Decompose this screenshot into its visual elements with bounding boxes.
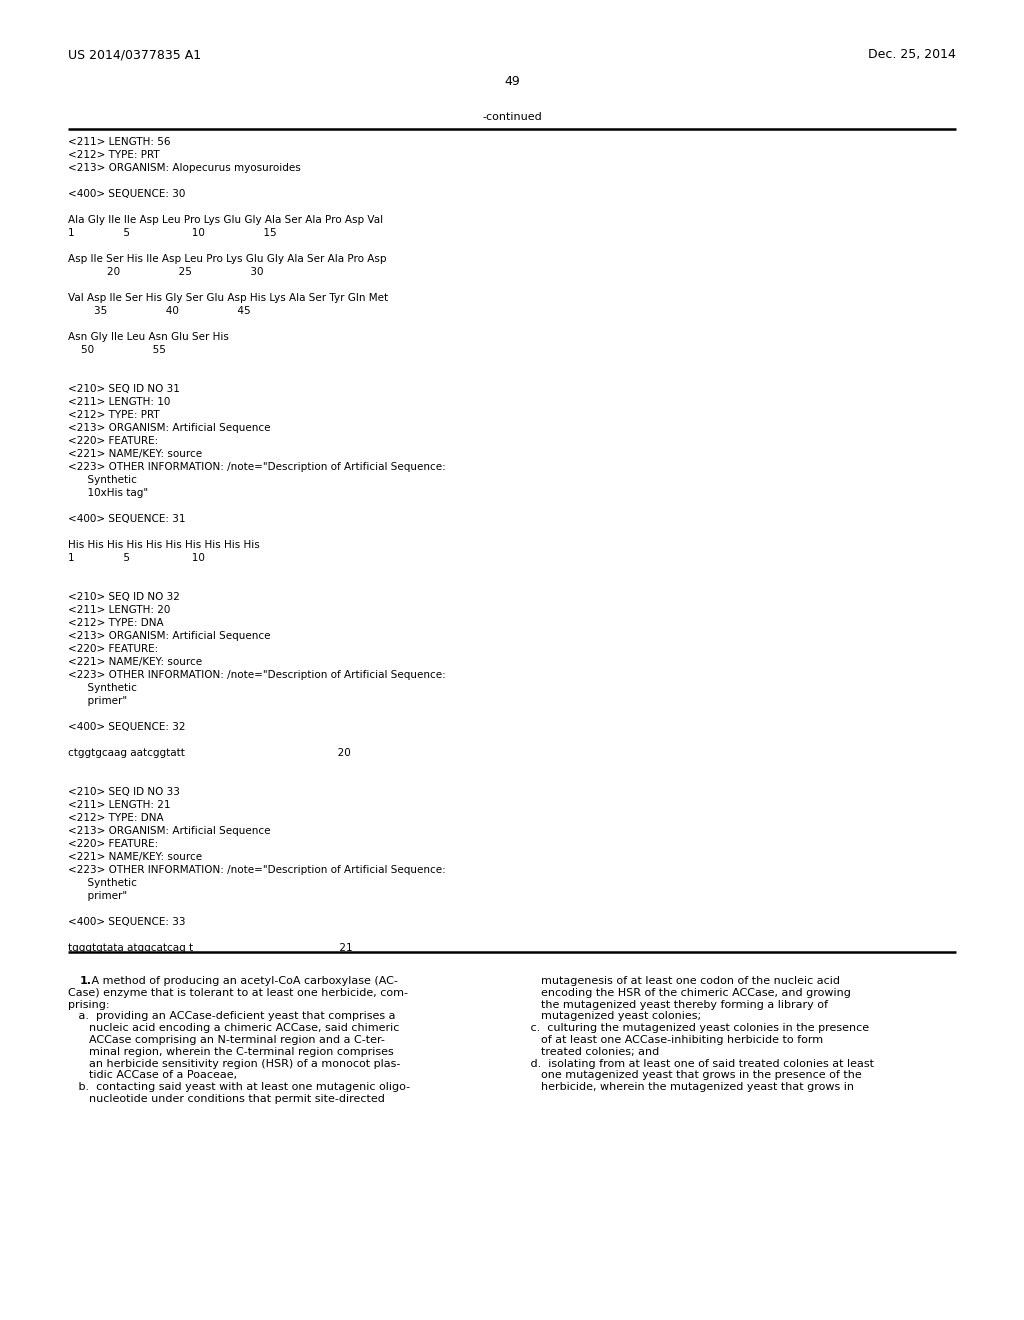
Text: one mutagenized yeast that grows in the presence of the: one mutagenized yeast that grows in the … [520, 1071, 862, 1080]
Text: mutagenesis of at least one codon of the nucleic acid: mutagenesis of at least one codon of the… [520, 975, 840, 986]
Text: <211> LENGTH: 56: <211> LENGTH: 56 [68, 137, 171, 147]
Text: Val Asp Ile Ser His Gly Ser Glu Asp His Lys Ala Ser Tyr Gln Met: Val Asp Ile Ser His Gly Ser Glu Asp His … [68, 293, 388, 304]
Text: c.  culturing the mutagenized yeast colonies in the presence: c. culturing the mutagenized yeast colon… [520, 1023, 869, 1034]
Text: ACCase comprising an N-terminal region and a C-ter-: ACCase comprising an N-terminal region a… [68, 1035, 385, 1045]
Text: encoding the HSR of the chimeric ACCase, and growing: encoding the HSR of the chimeric ACCase,… [520, 987, 851, 998]
Text: <212> TYPE: DNA: <212> TYPE: DNA [68, 813, 164, 822]
Text: tgggtgtata atggcatcag t                                             21: tgggtgtata atggcatcag t 21 [68, 942, 352, 953]
Text: US 2014/0377835 A1: US 2014/0377835 A1 [68, 48, 201, 61]
Text: 1               5                   10                  15: 1 5 10 15 [68, 228, 276, 238]
Text: <220> FEATURE:: <220> FEATURE: [68, 436, 159, 446]
Text: Synthetic: Synthetic [68, 878, 137, 888]
Text: Synthetic: Synthetic [68, 682, 137, 693]
Text: primer": primer" [68, 891, 127, 902]
Text: Asn Gly Ile Leu Asn Glu Ser His: Asn Gly Ile Leu Asn Glu Ser His [68, 333, 229, 342]
Text: d.  isolating from at least one of said treated colonies at least: d. isolating from at least one of said t… [520, 1059, 874, 1069]
Text: <400> SEQUENCE: 32: <400> SEQUENCE: 32 [68, 722, 185, 733]
Text: <212> TYPE: PRT: <212> TYPE: PRT [68, 150, 160, 160]
Text: <211> LENGTH: 10: <211> LENGTH: 10 [68, 397, 170, 407]
Text: <211> LENGTH: 20: <211> LENGTH: 20 [68, 605, 170, 615]
Text: Case) enzyme that is tolerant to at least one herbicide, com-: Case) enzyme that is tolerant to at leas… [68, 987, 408, 998]
Text: <221> NAME/KEY: source: <221> NAME/KEY: source [68, 851, 202, 862]
Text: b.  contacting said yeast with at least one mutagenic oligo-: b. contacting said yeast with at least o… [68, 1082, 411, 1092]
Text: <213> ORGANISM: Artificial Sequence: <213> ORGANISM: Artificial Sequence [68, 422, 270, 433]
Text: treated colonies; and: treated colonies; and [520, 1047, 659, 1057]
Text: mutagenized yeast colonies;: mutagenized yeast colonies; [520, 1011, 701, 1022]
Text: herbicide, wherein the mutagenized yeast that grows in: herbicide, wherein the mutagenized yeast… [520, 1082, 854, 1092]
Text: of at least one ACCase-inhibiting herbicide to form: of at least one ACCase-inhibiting herbic… [520, 1035, 823, 1045]
Text: 35                  40                  45: 35 40 45 [68, 306, 251, 315]
Text: primer": primer" [68, 696, 127, 706]
Text: <212> TYPE: DNA: <212> TYPE: DNA [68, 618, 164, 628]
Text: <212> TYPE: PRT: <212> TYPE: PRT [68, 411, 160, 420]
Text: <213> ORGANISM: Artificial Sequence: <213> ORGANISM: Artificial Sequence [68, 631, 270, 642]
Text: an herbicide sensitivity region (HSR) of a monocot plas-: an herbicide sensitivity region (HSR) of… [68, 1059, 400, 1069]
Text: <223> OTHER INFORMATION: /note="Description of Artificial Sequence:: <223> OTHER INFORMATION: /note="Descript… [68, 462, 445, 473]
Text: <223> OTHER INFORMATION: /note="Description of Artificial Sequence:: <223> OTHER INFORMATION: /note="Descript… [68, 671, 445, 680]
Text: -continued: -continued [482, 112, 542, 121]
Text: <400> SEQUENCE: 30: <400> SEQUENCE: 30 [68, 189, 185, 199]
Text: 49: 49 [504, 75, 520, 88]
Text: 1.: 1. [80, 975, 91, 986]
Text: <210> SEQ ID NO 32: <210> SEQ ID NO 32 [68, 591, 180, 602]
Text: Ala Gly Ile Ile Asp Leu Pro Lys Glu Gly Ala Ser Ala Pro Asp Val: Ala Gly Ile Ile Asp Leu Pro Lys Glu Gly … [68, 215, 383, 224]
Text: Synthetic: Synthetic [68, 475, 137, 484]
Text: <400> SEQUENCE: 31: <400> SEQUENCE: 31 [68, 513, 185, 524]
Text: <223> OTHER INFORMATION: /note="Description of Artificial Sequence:: <223> OTHER INFORMATION: /note="Descript… [68, 865, 445, 875]
Text: a.  providing an ACCase-deficient yeast that comprises a: a. providing an ACCase-deficient yeast t… [68, 1011, 395, 1022]
Text: <400> SEQUENCE: 33: <400> SEQUENCE: 33 [68, 917, 185, 927]
Text: His His His His His His His His His His: His His His His His His His His His His [68, 540, 260, 550]
Text: A method of producing an acetyl-CoA carboxylase (AC-: A method of producing an acetyl-CoA carb… [88, 975, 397, 986]
Text: 50                  55: 50 55 [68, 345, 166, 355]
Text: 1               5                   10: 1 5 10 [68, 553, 205, 564]
Text: <221> NAME/KEY: source: <221> NAME/KEY: source [68, 449, 202, 459]
Text: <220> FEATURE:: <220> FEATURE: [68, 644, 159, 653]
Text: the mutagenized yeast thereby forming a library of: the mutagenized yeast thereby forming a … [520, 999, 828, 1010]
Text: <211> LENGTH: 21: <211> LENGTH: 21 [68, 800, 171, 810]
Text: 20                  25                  30: 20 25 30 [68, 267, 263, 277]
Text: Dec. 25, 2014: Dec. 25, 2014 [868, 48, 956, 61]
Text: <210> SEQ ID NO 31: <210> SEQ ID NO 31 [68, 384, 180, 393]
Text: <220> FEATURE:: <220> FEATURE: [68, 840, 159, 849]
Text: ctggtgcaag aatcggtatt                                               20: ctggtgcaag aatcggtatt 20 [68, 748, 351, 758]
Text: 10xHis tag": 10xHis tag" [68, 488, 148, 498]
Text: <213> ORGANISM: Artificial Sequence: <213> ORGANISM: Artificial Sequence [68, 826, 270, 836]
Text: minal region, wherein the C-terminal region comprises: minal region, wherein the C-terminal reg… [68, 1047, 394, 1057]
Text: prising:: prising: [68, 999, 110, 1010]
Text: nucleic acid encoding a chimeric ACCase, said chimeric: nucleic acid encoding a chimeric ACCase,… [68, 1023, 399, 1034]
Text: Asp Ile Ser His Ile Asp Leu Pro Lys Glu Gly Ala Ser Ala Pro Asp: Asp Ile Ser His Ile Asp Leu Pro Lys Glu … [68, 253, 386, 264]
Text: <213> ORGANISM: Alopecurus myosuroides: <213> ORGANISM: Alopecurus myosuroides [68, 162, 301, 173]
Text: <221> NAME/KEY: source: <221> NAME/KEY: source [68, 657, 202, 667]
Text: tidic ACCase of a Poaceae,: tidic ACCase of a Poaceae, [68, 1071, 238, 1080]
Text: nucleotide under conditions that permit site-directed: nucleotide under conditions that permit … [68, 1094, 385, 1104]
Text: <210> SEQ ID NO 33: <210> SEQ ID NO 33 [68, 787, 180, 797]
